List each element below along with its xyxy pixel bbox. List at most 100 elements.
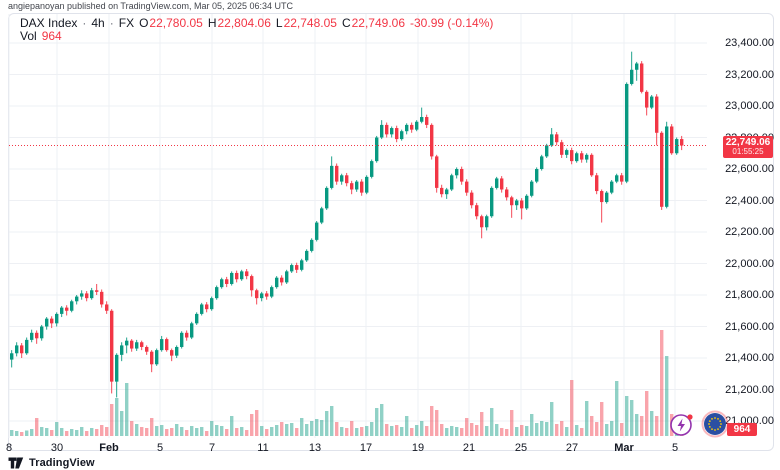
last-price-badge[interactable]: 22,749.06 01:55:25 bbox=[723, 136, 773, 158]
symbol-name[interactable]: DAX Index bbox=[20, 16, 78, 30]
volume-bar bbox=[160, 425, 164, 436]
candle-body bbox=[480, 216, 484, 228]
volume-bar bbox=[485, 426, 489, 436]
candle-body bbox=[220, 279, 224, 288]
candle-body bbox=[675, 139, 679, 154]
candle-body bbox=[555, 134, 559, 143]
candle-body bbox=[570, 150, 574, 162]
candle-body bbox=[545, 145, 549, 157]
volume-bar bbox=[555, 424, 559, 436]
volume-bar bbox=[390, 426, 394, 436]
volume-bar bbox=[145, 428, 149, 436]
tradingview-attribution[interactable]: TradingView bbox=[8, 456, 95, 470]
candle-body bbox=[170, 350, 174, 356]
volume-bar bbox=[105, 427, 109, 436]
price-tick-label: 23,400.00 bbox=[725, 37, 774, 49]
volume-bar bbox=[510, 410, 514, 436]
candle-body bbox=[345, 175, 349, 184]
candle-body bbox=[95, 290, 99, 292]
candle-body bbox=[550, 134, 554, 146]
candle-body bbox=[275, 277, 279, 288]
candle-body bbox=[635, 63, 639, 70]
candle-body bbox=[255, 290, 259, 299]
volume-bar bbox=[260, 426, 264, 436]
candle-body bbox=[125, 340, 129, 346]
volume-bar bbox=[285, 424, 289, 436]
candle-body bbox=[85, 293, 89, 299]
ohlc-open: O 22,780.05 bbox=[139, 16, 203, 30]
candle-body bbox=[620, 175, 624, 182]
candle-body bbox=[385, 124, 389, 135]
volume-bar bbox=[325, 411, 329, 436]
tradingview-brand-text: TradingView bbox=[29, 457, 95, 469]
candle-body bbox=[10, 353, 14, 360]
candle-body bbox=[20, 345, 24, 354]
candle-body bbox=[655, 96, 659, 133]
candle-body bbox=[215, 287, 219, 299]
price-tick-label: 21,800.00 bbox=[725, 289, 774, 301]
candle-body bbox=[640, 63, 644, 92]
volume-bar bbox=[595, 422, 599, 436]
candle-body bbox=[225, 279, 229, 284]
candle-body bbox=[310, 239, 314, 251]
volume-bar bbox=[530, 414, 534, 436]
eu-flag-icon[interactable] bbox=[701, 410, 729, 438]
volume-bar bbox=[460, 428, 464, 436]
candle-body bbox=[120, 345, 124, 355]
candle-body bbox=[350, 183, 354, 190]
candle-body bbox=[485, 216, 489, 228]
price-tick-label: 22,000.00 bbox=[725, 257, 774, 270]
candle-body bbox=[430, 124, 434, 157]
flash-boost-button[interactable] bbox=[669, 412, 695, 438]
last-price-value: 22,749.06 bbox=[725, 137, 771, 148]
volume-bar bbox=[215, 425, 219, 436]
candle-body bbox=[575, 153, 579, 162]
candle-body bbox=[605, 192, 609, 203]
candle-body bbox=[285, 271, 289, 283]
high-label: H bbox=[207, 16, 217, 30]
volume-bar bbox=[425, 426, 429, 436]
candle-body bbox=[195, 313, 199, 324]
candle-body bbox=[115, 354, 119, 382]
volume-bar bbox=[435, 410, 439, 436]
volume-bar bbox=[310, 421, 314, 436]
price-tick-label: 22,600.00 bbox=[725, 163, 774, 175]
candle-body bbox=[180, 332, 184, 347]
volume-bar bbox=[360, 427, 364, 436]
change-value: -30.99 (-0.14%) bbox=[410, 16, 494, 30]
volume-bar bbox=[505, 429, 509, 436]
volume-bar bbox=[545, 422, 549, 436]
volume-bar bbox=[50, 430, 54, 436]
date-tick-label: Mar bbox=[614, 442, 634, 454]
candle-body bbox=[325, 187, 329, 209]
candle-body bbox=[260, 293, 264, 299]
date-tick-label: 11 bbox=[257, 442, 269, 454]
volume-bar bbox=[170, 428, 174, 436]
volume-bar bbox=[205, 431, 209, 436]
price-tick-label: 21,400.00 bbox=[725, 352, 774, 364]
volume-bar bbox=[535, 423, 539, 436]
candle-body bbox=[100, 291, 104, 305]
candle-body bbox=[75, 296, 79, 302]
candle-body bbox=[155, 350, 159, 365]
candle-body bbox=[80, 293, 84, 297]
candle-body bbox=[315, 222, 319, 240]
candle-body bbox=[615, 175, 619, 182]
volume-bar bbox=[540, 421, 544, 436]
candle-body bbox=[245, 271, 249, 277]
price-tick-label: 23,000.00 bbox=[725, 100, 774, 112]
volume-bar bbox=[165, 429, 169, 436]
volume-bar bbox=[25, 430, 29, 436]
volume-bar bbox=[420, 421, 424, 436]
candle-body bbox=[670, 126, 674, 154]
interval-label[interactable]: 4h bbox=[91, 16, 105, 30]
open-value: 22,780.05 bbox=[149, 16, 203, 30]
volume-bar bbox=[80, 427, 84, 436]
candle-body bbox=[150, 351, 154, 365]
flag-background bbox=[704, 413, 726, 435]
candle-body bbox=[330, 165, 334, 188]
candle-body bbox=[515, 200, 519, 206]
candle-body bbox=[290, 265, 294, 272]
volume-bar bbox=[450, 426, 454, 436]
